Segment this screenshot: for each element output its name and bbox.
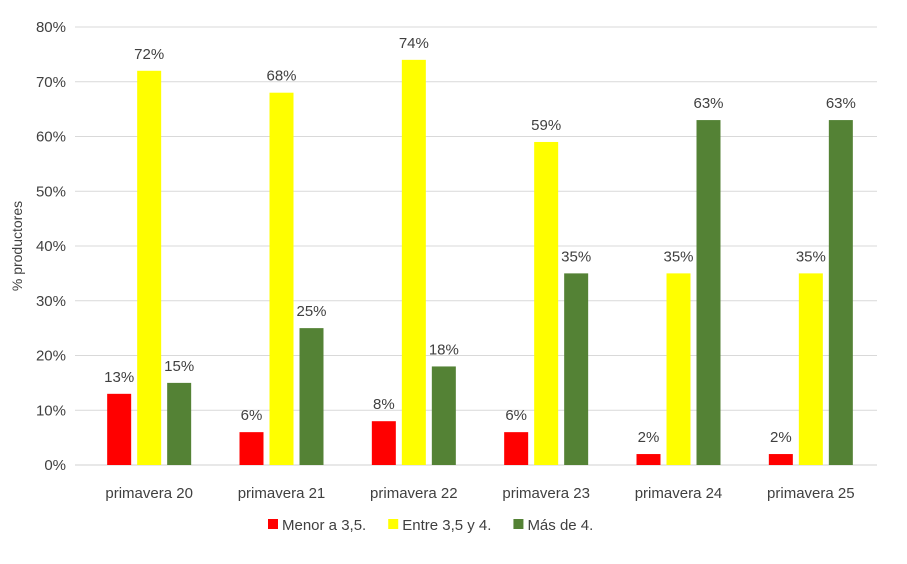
data-label: 8% — [373, 396, 395, 413]
data-label: 2% — [638, 429, 660, 446]
bar-3 — [564, 273, 589, 465]
data-label: 35% — [796, 248, 826, 265]
data-label: 63% — [826, 95, 856, 112]
bar-1 — [504, 432, 529, 465]
y-tick-label: 70% — [36, 74, 66, 91]
data-label: 13% — [104, 369, 134, 386]
x-tick-label: primavera 20 — [105, 485, 193, 502]
data-label: 63% — [693, 95, 723, 112]
legend-swatch — [388, 519, 399, 529]
bar-3 — [696, 120, 721, 465]
y-tick-label: 30% — [36, 293, 66, 310]
bar-3 — [167, 382, 192, 465]
bar-1 — [768, 454, 793, 465]
data-label: 2% — [770, 429, 792, 446]
data-label: 35% — [561, 248, 591, 265]
data-label: 74% — [399, 35, 429, 52]
y-tick-label: 60% — [36, 129, 66, 146]
bar-3 — [828, 120, 853, 465]
x-tick-label: primavera 25 — [767, 485, 855, 502]
data-label: 6% — [241, 407, 263, 424]
bar-3 — [431, 366, 456, 465]
y-tick-label: 80% — [36, 19, 66, 36]
bar-1 — [636, 454, 661, 465]
y-tick-label: 0% — [44, 457, 66, 474]
legend-label: Entre 3,5 y 4. — [402, 517, 491, 534]
bar-2 — [137, 70, 162, 466]
bar-2 — [798, 273, 823, 465]
legend-swatch — [268, 519, 278, 529]
y-tick-label: 40% — [36, 238, 66, 255]
x-tick-label: primavera 22 — [370, 485, 458, 502]
bar-1 — [107, 393, 132, 465]
legend-swatch — [513, 519, 524, 529]
legend-label: Menor a 3,5. — [282, 517, 366, 534]
data-label: 15% — [164, 358, 194, 375]
data-label: 25% — [296, 303, 326, 320]
bar-1 — [371, 421, 396, 465]
y-axis-label: % productores — [9, 201, 25, 291]
bar-2 — [269, 92, 294, 465]
data-label: 18% — [429, 341, 459, 358]
bar-2 — [534, 141, 559, 465]
bar-3 — [299, 328, 324, 465]
data-label: 35% — [663, 248, 693, 265]
data-label: 68% — [266, 68, 296, 85]
x-tick-label: primavera 21 — [238, 485, 326, 502]
legend-label: Más de 4. — [527, 517, 593, 534]
y-tick-label: 10% — [36, 402, 66, 419]
bar-1 — [239, 432, 264, 465]
data-label: 72% — [134, 46, 164, 63]
y-tick-label: 50% — [36, 183, 66, 200]
x-tick-label: primavera 23 — [502, 485, 590, 502]
x-tick-label: primavera 24 — [635, 485, 723, 502]
data-label: 59% — [531, 117, 561, 134]
data-label: 6% — [505, 407, 527, 424]
y-tick-label: 20% — [36, 348, 66, 365]
bar-2 — [666, 273, 691, 465]
bar-2 — [401, 59, 426, 465]
